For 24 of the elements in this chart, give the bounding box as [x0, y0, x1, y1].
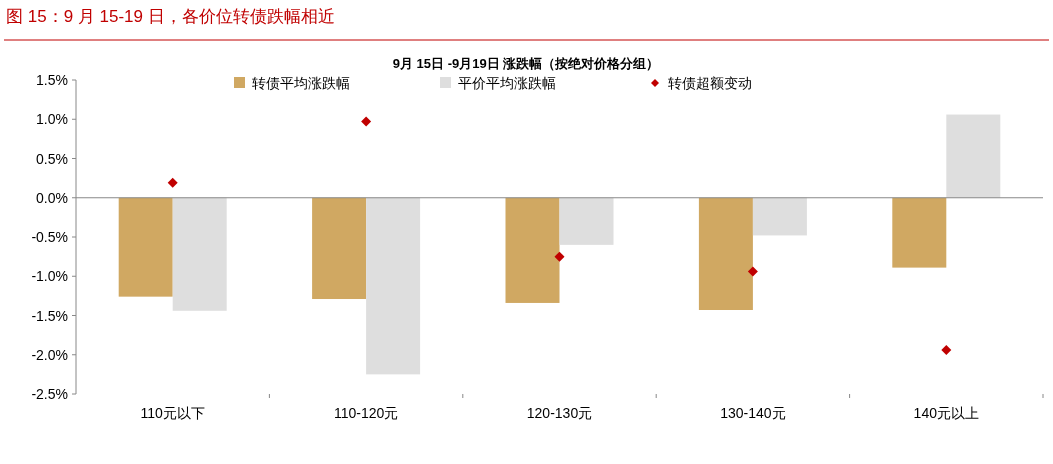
y-tick-label: 0.5%	[36, 150, 68, 167]
chart-subtitle: 9月 15日 -9月19日 涨跌幅（按绝对价格分组）	[392, 56, 660, 71]
point	[361, 116, 372, 127]
legend-label: 转债超额变动	[668, 75, 752, 91]
x-tick-label: 120-130元	[526, 405, 593, 421]
legend-label: 平价平均涨跌幅	[458, 75, 556, 91]
y-tick-label: 1.5%	[36, 72, 68, 88]
title: 图 15：9 月 15-19 日，各价位转债跌幅相近	[6, 7, 335, 26]
y-tick-label: 1.0%	[36, 111, 68, 128]
y-tick-label: -0.5%	[31, 229, 68, 245]
point	[747, 266, 758, 277]
point	[941, 345, 952, 356]
y-tick-label: -2.0%	[31, 346, 68, 363]
y-tick-label: -1.0%	[31, 268, 68, 285]
y-tick-label: 0.0%	[36, 189, 68, 206]
y-tick-label: -1.5%	[31, 307, 68, 324]
x-tick-label: 130-140元	[720, 405, 786, 421]
point	[554, 251, 565, 262]
x-tick-label: 140元以上	[913, 405, 979, 421]
point	[167, 177, 178, 188]
x-tick-label: 110-120元	[333, 405, 399, 421]
y-tick-label: -2.5%	[31, 386, 68, 402]
legend-label: 转债平均涨跌幅	[252, 75, 350, 91]
x-tick-label: 110元以下	[140, 405, 205, 421]
